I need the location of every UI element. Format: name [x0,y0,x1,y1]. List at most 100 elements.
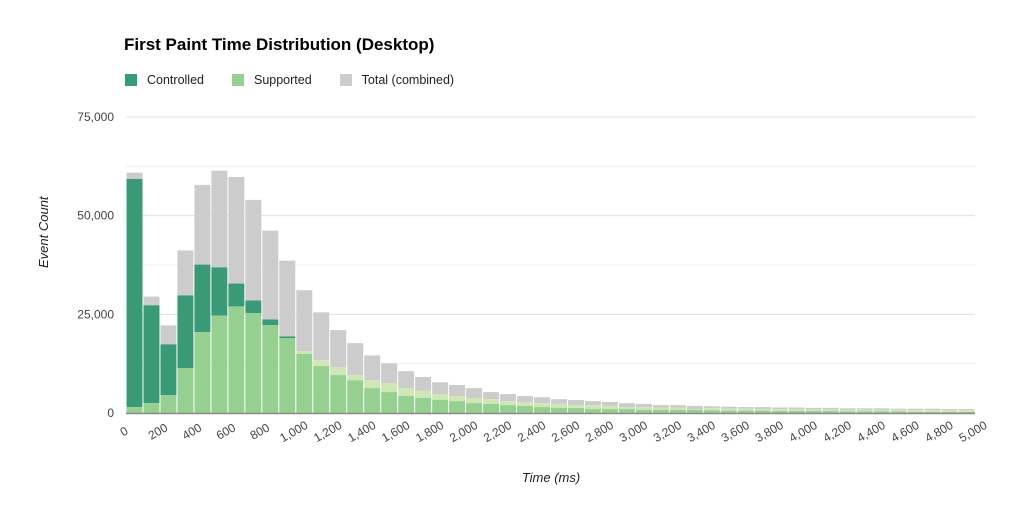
histogram-bar[interactable] [177,250,194,413]
bar-segment-overlap [534,403,550,408]
histogram-bar[interactable] [279,260,296,413]
bar-segment-overlap [415,390,432,399]
bar-segment-supported [788,411,805,413]
histogram-bar[interactable] [364,355,381,413]
histogram-bar[interactable] [652,405,669,413]
bar-segment-overlap [347,375,364,381]
histogram-bar[interactable] [534,397,550,413]
histogram-bar[interactable] [296,290,313,413]
histogram-bar[interactable] [805,407,822,413]
bar-segment-controlled [177,295,194,369]
histogram-bar[interactable] [483,392,500,413]
histogram-bar[interactable] [788,407,805,413]
x-tick-label: 600 [214,420,239,442]
bar-segment-overlap [432,394,449,400]
bar-segment-overlap [364,380,381,389]
histogram-bar[interactable] [398,371,415,413]
bar-segment-supported [364,388,381,413]
histogram-bar[interactable] [669,405,686,413]
histogram-bar[interactable] [839,408,856,413]
histogram-bar[interactable] [890,408,907,413]
histogram-bar[interactable] [907,408,924,413]
histogram-bar[interactable] [924,408,941,413]
bar-segment-overlap [686,409,703,410]
bar-segment-total [703,406,720,409]
histogram-bar[interactable] [958,409,975,413]
histogram-bar[interactable] [771,407,788,413]
histogram-bar[interactable] [567,399,584,413]
histogram-bar[interactable] [500,394,517,413]
histogram-bar[interactable] [211,170,228,413]
bar-segment-total [398,371,415,389]
bar-segment-supported [432,399,449,413]
bar-segment-controlled [160,344,177,396]
histogram-bar[interactable] [873,408,890,413]
bar-segment-supported [686,409,703,413]
bar-segment-total [279,260,296,337]
histogram-bar[interactable] [737,407,754,413]
histogram-bar[interactable] [262,230,279,413]
bar-segment-overlap [500,401,517,406]
histogram-bar[interactable] [330,330,347,413]
bar-segment-total [686,405,703,410]
histogram-bar[interactable] [245,199,262,413]
legend-item-controlled[interactable]: Controlled [125,73,204,87]
bar-segment-supported [839,411,856,413]
bar-segment-overlap [924,410,941,412]
bar-segment-total [737,407,754,409]
histogram-bar[interactable] [635,403,652,413]
bar-segment-supported [958,411,975,413]
histogram-bar[interactable] [517,396,534,413]
bar-segment-overlap [296,351,313,354]
bar-segment-supported [262,324,279,413]
bar-segment-total [822,407,839,410]
bar-segment-total [347,343,364,376]
bar-segment-supported [381,392,398,413]
bar-segment-supported [228,306,245,413]
bar-segment-supported [296,353,313,413]
histogram-bar[interactable] [466,388,483,413]
bar-segment-supported [941,411,958,413]
bar-segment-total [669,405,686,408]
histogram-bar[interactable] [381,363,398,413]
x-tick-label: 200 [146,420,171,442]
histogram-bar[interactable] [194,184,211,413]
legend-item-total[interactable]: Total (combined) [339,73,454,87]
histogram-bar[interactable] [584,401,601,413]
legend-label-controlled: Controlled [147,73,204,87]
histogram-bar[interactable] [143,296,160,413]
x-tick-label: 4,000 [787,418,820,445]
histogram-bar[interactable] [941,409,958,413]
histogram-bar[interactable] [703,406,720,413]
histogram-bar[interactable] [822,407,839,413]
bar-segment-total [330,330,347,368]
histogram-bar[interactable] [432,382,449,413]
bar-segment-supported [754,410,771,413]
bar-segment-supported [160,395,177,413]
legend-item-supported[interactable]: Supported [231,73,312,87]
histogram-bar[interactable] [126,172,143,413]
bar-segment-overlap [618,407,635,410]
histogram-bar[interactable] [228,176,245,413]
histogram-bar[interactable] [720,406,737,413]
histogram-bar[interactable] [551,399,567,413]
histogram-bar[interactable] [618,403,635,413]
histogram-bar[interactable] [754,407,771,413]
histogram-bar[interactable] [160,325,177,413]
bar-segment-total [500,394,517,402]
bar-segment-controlled [143,305,160,404]
x-tick-label: 3,400 [685,418,718,445]
histogram-bar[interactable] [415,377,432,413]
histogram-bar[interactable] [856,408,873,413]
histogram-bar[interactable] [686,405,703,413]
bar-segment-total [449,384,466,397]
histogram-bar[interactable] [601,401,618,413]
histogram-bar[interactable] [313,312,330,413]
histogram-bar[interactable] [449,384,466,413]
x-tick-label: 2,200 [481,418,514,445]
histogram-bar[interactable] [347,343,364,413]
bar-segment-supported [398,396,415,413]
bar-segment-supported [720,410,737,413]
bar-segment-controlled [279,336,296,339]
